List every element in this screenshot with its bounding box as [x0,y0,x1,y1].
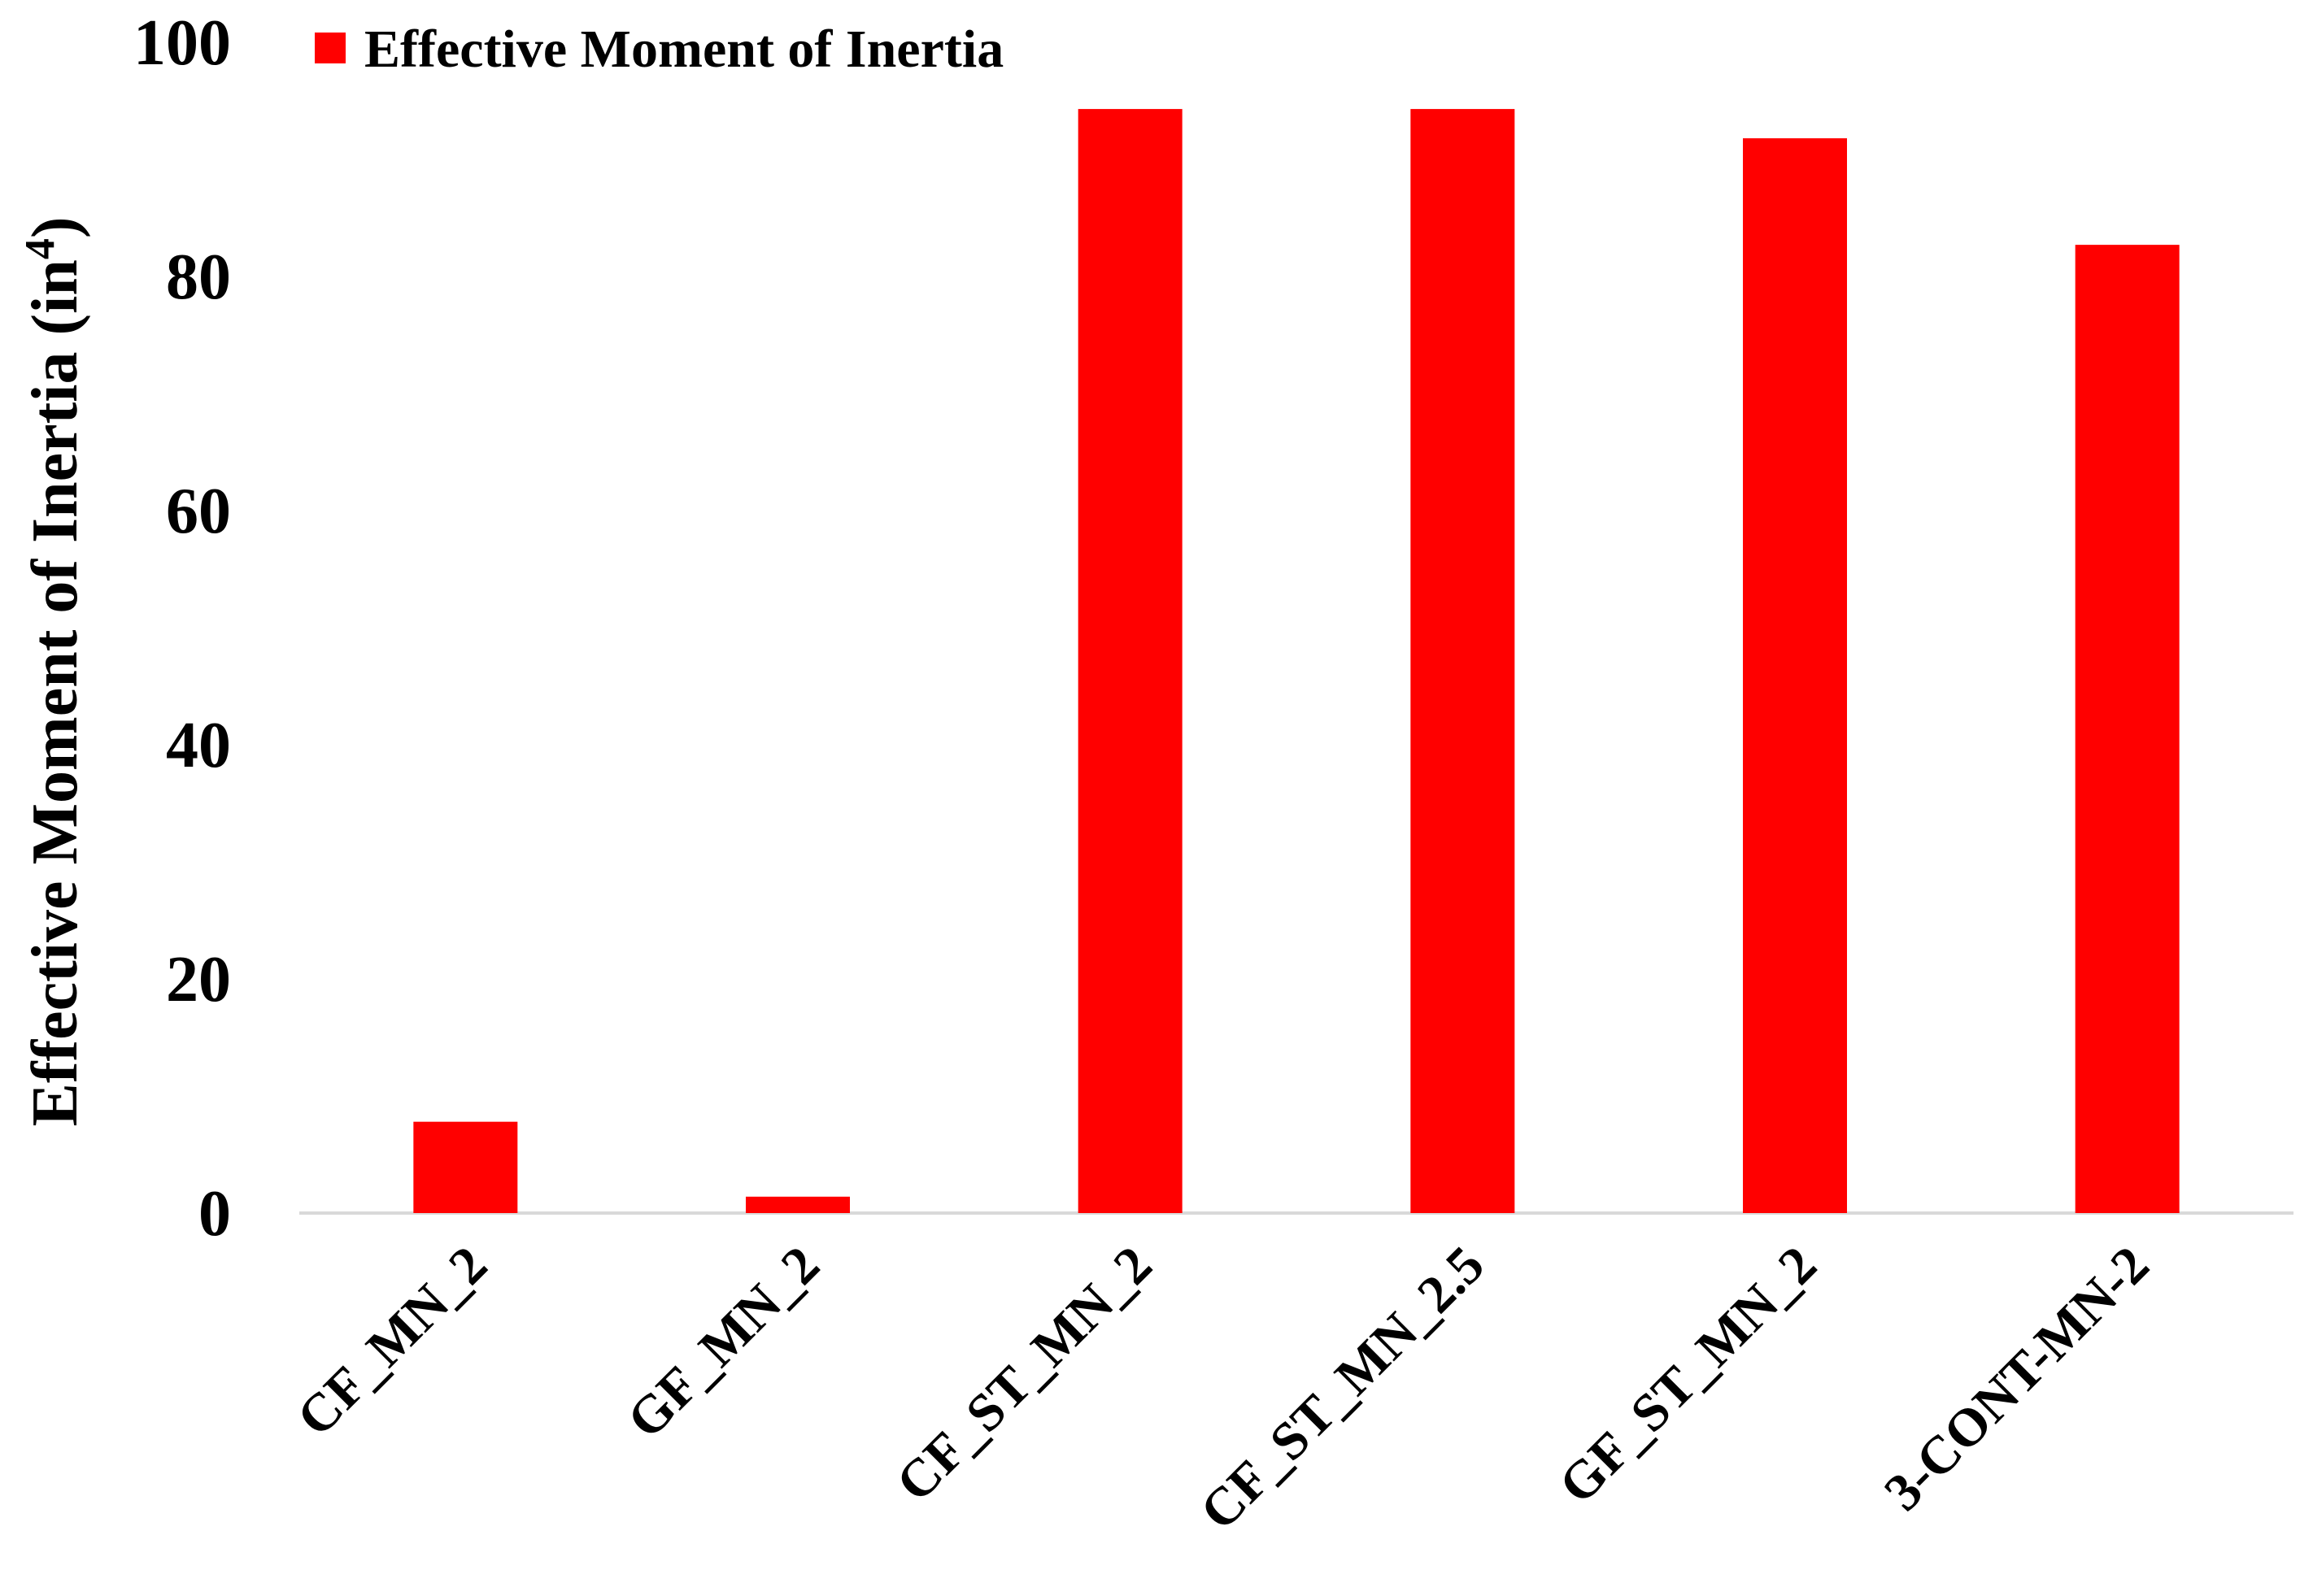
bar [746,1196,850,1213]
x-tick-label: GF_ST_MN_2 [1548,1235,1828,1516]
bar [1078,109,1183,1214]
y-tick-label: 0 [198,1178,231,1250]
x-tick-label: CF_MN_2 [285,1235,499,1448]
x-tick-label: 3-CONT-MN-2 [1873,1235,2160,1522]
y-tick-label: 40 [166,710,231,781]
bar [1410,109,1515,1214]
bar [2075,245,2180,1213]
y-tick-label: 100 [133,7,231,79]
x-tick-label: GF_MN_2 [616,1235,830,1450]
y-tick-label: 80 [166,241,231,313]
bars [413,109,2180,1214]
y-tick-label: 60 [166,476,231,547]
x-tick-label: CF_ST_MN_2 [885,1235,1163,1513]
x-axis-tick-labels: CF_MN_2 GF_MN_2 CF_ST_MN_2 CF_ST_MN_2.5 GF_S… [285,1235,2160,1542]
legend-swatch [315,33,346,63]
legend: Effective Moment of Inertia [315,20,1004,79]
y-axis-tick-labels: 0 20 40 60 80 100 [133,7,231,1250]
y-tick-label: 20 [166,944,231,1015]
bar [413,1121,518,1213]
x-tick-label: CF_ST_MN_2.5 [1189,1235,1496,1542]
y-axis-title: Effective Moment of Inertia (in4) [17,217,92,1127]
bar [1743,138,1847,1214]
legend-label: Effective Moment of Inertia [364,20,1004,79]
